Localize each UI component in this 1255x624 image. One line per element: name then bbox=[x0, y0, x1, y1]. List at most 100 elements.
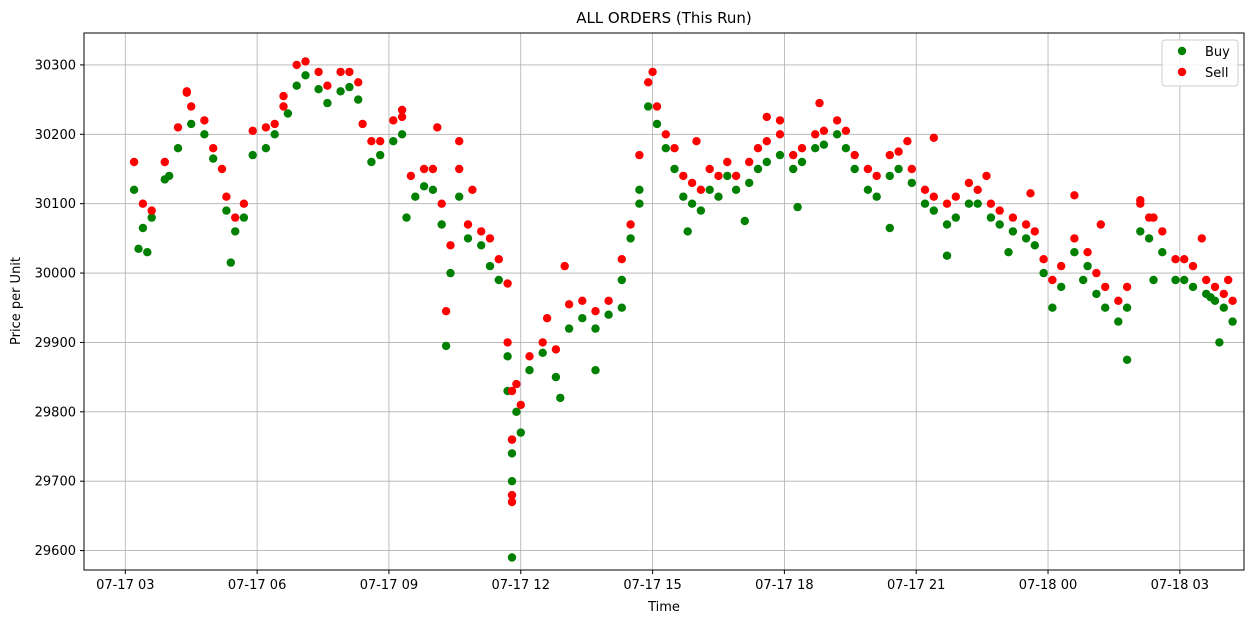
legend: Buy Sell bbox=[1161, 39, 1239, 87]
buy-point bbox=[1114, 317, 1123, 326]
sell-point bbox=[1197, 234, 1207, 243]
sell-point bbox=[687, 178, 697, 188]
sell-point bbox=[477, 227, 486, 236]
sell-point bbox=[617, 255, 626, 264]
sell-point bbox=[1171, 255, 1180, 264]
sell-point bbox=[239, 199, 249, 208]
sell-point bbox=[885, 150, 894, 160]
buy-point bbox=[920, 199, 930, 208]
buy-point bbox=[556, 393, 565, 403]
sell-series bbox=[129, 57, 1237, 507]
sell-point bbox=[1026, 189, 1035, 198]
buy-point bbox=[507, 477, 517, 486]
sell-point bbox=[591, 307, 600, 316]
sell-point bbox=[1092, 268, 1101, 278]
sell-point bbox=[929, 192, 938, 201]
sell-point bbox=[1224, 275, 1233, 285]
sell-point bbox=[1039, 255, 1048, 264]
sell-point bbox=[182, 87, 191, 96]
buy-point bbox=[376, 150, 385, 160]
sell-point bbox=[222, 192, 231, 201]
buy-point bbox=[507, 449, 517, 458]
buy-point bbox=[793, 202, 802, 212]
sell-point bbox=[446, 241, 455, 250]
sell-point bbox=[986, 199, 996, 208]
buy-point bbox=[841, 144, 851, 153]
buy-point bbox=[301, 71, 310, 80]
buy-point bbox=[679, 192, 688, 201]
sell-point bbox=[1114, 296, 1123, 305]
buy-point bbox=[270, 130, 279, 139]
buy-point bbox=[1228, 317, 1237, 326]
buy-point bbox=[850, 164, 859, 174]
buy-point bbox=[323, 98, 332, 108]
sell-point bbox=[920, 185, 930, 194]
buy-point bbox=[762, 157, 771, 167]
sell-point bbox=[815, 98, 824, 108]
buy-point bbox=[617, 303, 626, 312]
sell-point bbox=[872, 171, 881, 181]
sell-point bbox=[503, 279, 512, 288]
plot-frame bbox=[83, 32, 1245, 571]
sell-point bbox=[494, 255, 503, 264]
buy-point bbox=[129, 185, 139, 194]
buy-point bbox=[863, 185, 873, 194]
sell-point bbox=[129, 157, 139, 167]
buy-point bbox=[463, 234, 473, 243]
buy-point bbox=[775, 150, 785, 160]
buy-point bbox=[419, 182, 429, 191]
buy-point bbox=[248, 150, 257, 160]
buy-point bbox=[832, 130, 842, 139]
sell-point bbox=[512, 379, 521, 389]
sell-point bbox=[503, 338, 512, 347]
buy-point bbox=[1122, 355, 1132, 364]
buy-point bbox=[1188, 282, 1198, 292]
sell-point bbox=[1070, 234, 1079, 243]
sell-point bbox=[209, 144, 218, 153]
sell-point bbox=[850, 150, 859, 160]
buy-point bbox=[512, 407, 521, 416]
buy-point bbox=[1122, 303, 1132, 312]
sell-point bbox=[1070, 191, 1079, 200]
buy-point bbox=[1158, 248, 1167, 257]
sell-point bbox=[1158, 227, 1167, 236]
sell-point bbox=[652, 102, 662, 111]
buy-point bbox=[1206, 293, 1215, 302]
buy-point bbox=[995, 220, 1004, 229]
chart-title: ALL ORDERS (This Run) bbox=[576, 9, 752, 27]
buy-point bbox=[389, 137, 398, 146]
sell-point bbox=[279, 102, 288, 111]
buy-point bbox=[714, 192, 723, 201]
sell-point bbox=[705, 164, 714, 174]
sell-point bbox=[907, 164, 916, 174]
sell-point bbox=[731, 171, 741, 181]
buy-point bbox=[1021, 234, 1031, 243]
buy-point bbox=[591, 366, 600, 375]
sell-point bbox=[723, 157, 732, 167]
buy-point bbox=[147, 213, 156, 222]
sell-point bbox=[903, 137, 912, 146]
buy-point bbox=[336, 87, 345, 96]
x-tick-label: 07-17 06 bbox=[228, 578, 286, 593]
y-tick-label: 30100 bbox=[35, 197, 76, 212]
buy-point bbox=[964, 199, 974, 208]
buy-point bbox=[652, 119, 662, 129]
buy-point bbox=[314, 85, 323, 94]
buy-point bbox=[1180, 275, 1189, 285]
buy-point bbox=[538, 348, 547, 357]
sell-point bbox=[714, 171, 723, 181]
sell-point bbox=[560, 261, 569, 271]
buy-point bbox=[578, 314, 587, 323]
sell-point bbox=[187, 102, 196, 111]
sell-point bbox=[789, 150, 798, 160]
sell-point bbox=[811, 130, 820, 139]
sell-point bbox=[670, 144, 679, 153]
sell-point bbox=[797, 144, 807, 153]
sell-point bbox=[485, 234, 495, 243]
buy-point bbox=[397, 130, 407, 139]
sell-point bbox=[564, 300, 574, 309]
sell-point bbox=[1096, 220, 1106, 229]
sell-point bbox=[345, 67, 354, 77]
y-tick-label: 29700 bbox=[35, 475, 76, 490]
buy-point bbox=[604, 310, 613, 319]
